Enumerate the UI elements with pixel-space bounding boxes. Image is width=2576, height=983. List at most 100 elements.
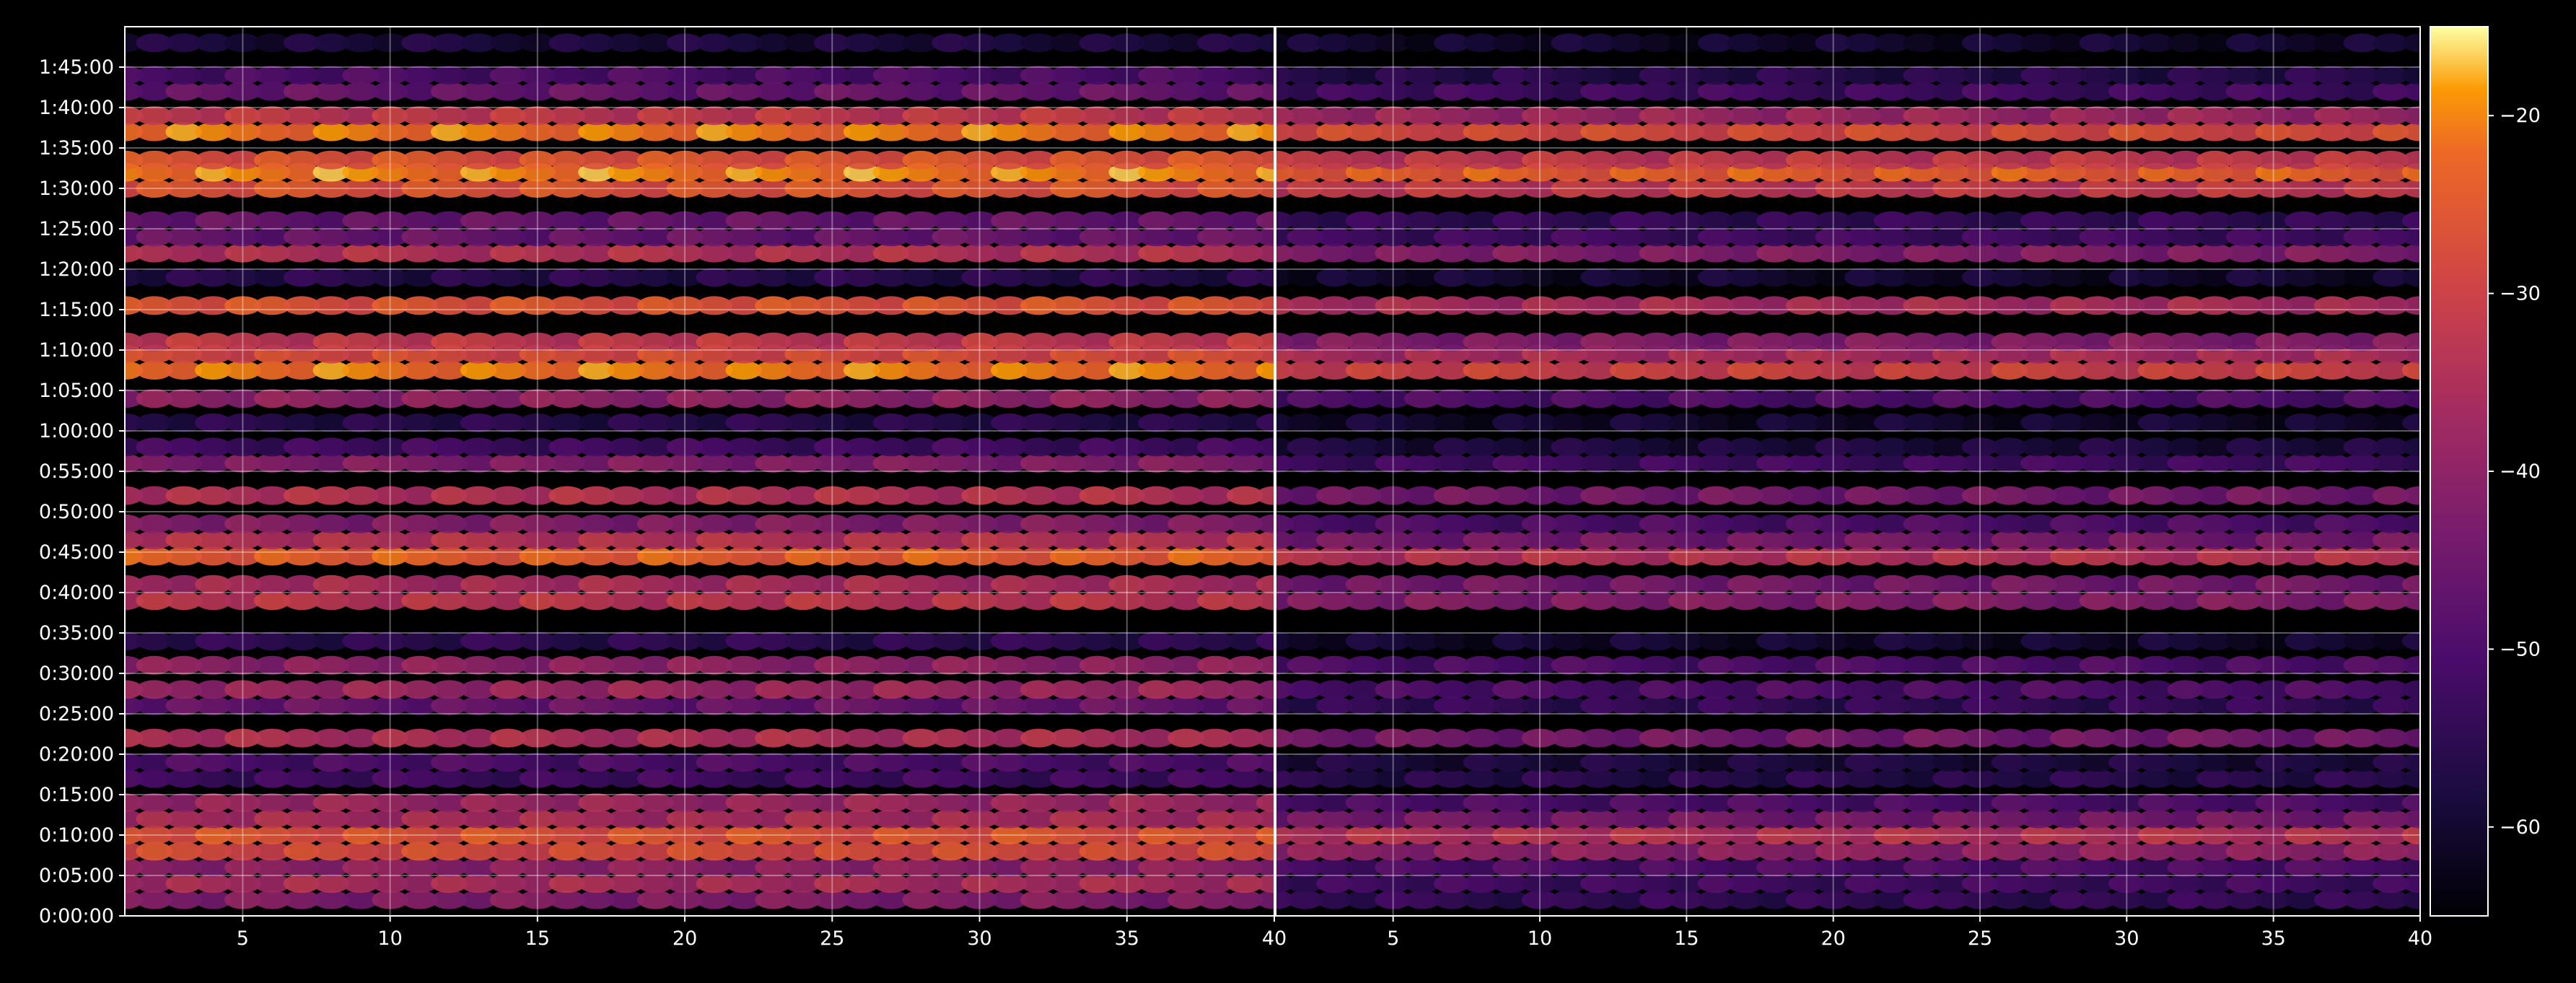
heatmap-cell [2020,574,2057,594]
heatmap-cell [2373,389,2409,409]
heatmap-cell [1815,632,1852,651]
heatmap-cell [2255,122,2292,141]
heatmap-cell [1873,696,1911,715]
heatmap-cell [165,150,202,170]
heatmap-cell [548,728,585,748]
heatmap-cell [283,857,320,877]
heatmap-cell [1316,389,1353,409]
heatmap-cell [1697,122,1735,141]
heatmap-cell [2049,82,2087,101]
heatmap-cell [312,591,350,611]
heatmap-cell [1580,753,1617,772]
heatmap-cell [636,655,674,675]
heatmap-cell [1226,150,1263,170]
heatmap-cell [1463,106,1499,126]
heatmap-cell [1463,591,1499,611]
heatmap-cell [1404,296,1441,315]
heatmap-cell [2020,514,2057,533]
heatmap-cell [2225,268,2263,287]
heatmap-cell [902,122,939,141]
heatmap-cell [784,842,821,861]
heatmap-cell [2137,857,2175,877]
heatmap-cell [1492,486,1529,505]
heatmap-cell [1815,106,1852,126]
heatmap-cell [548,696,585,715]
heatmap-cell [1961,413,1999,432]
heatmap-cell [2020,437,2057,457]
heatmap-cell [1226,122,1263,141]
heatmap-row [1276,728,2420,748]
heatmap-cell [2167,574,2204,594]
heatmap-cell [1903,150,1940,170]
heatmap-cell [755,389,792,409]
heatmap-cell [1256,632,1274,651]
heatmap-cell [1316,268,1353,287]
heatmap-cell [1049,574,1087,594]
heatmap-cell [1287,211,1323,230]
heatmap-cell [1049,857,1087,877]
heatmap-cell [165,546,202,566]
heatmap-cell [1020,696,1057,715]
heatmap-cell [1844,33,1881,53]
heatmap-cell [902,33,939,53]
heatmap-cell [1639,82,1675,101]
heatmap-cell [2079,769,2116,788]
heatmap-cell [165,753,202,772]
heatmap-cell [431,66,468,85]
heatmap-cell [1404,413,1441,432]
heatmap-cell [1108,179,1146,198]
heatmap-cell [1138,413,1175,432]
heatmap-cell [1049,227,1087,247]
heatmap-cell [460,437,497,457]
heatmap-cell [253,546,291,566]
heatmap-cell [872,332,910,351]
heatmap-cell [1345,82,1383,101]
heatmap-cell [608,809,644,829]
heatmap-cell [2401,296,2420,315]
heatmap-cell [696,486,733,505]
heatmap-cell [489,82,527,101]
heatmap-cell [136,486,173,505]
heatmap-cell [2137,389,2175,409]
heatmap-cell [1961,874,1999,894]
heatmap-cell [666,591,704,611]
heatmap-cell [1226,890,1263,909]
heatmap-cell [1287,769,1323,788]
heatmap-cell [2313,874,2351,894]
heatmap-cell [2373,769,2409,788]
heatmap-cell [2196,361,2233,380]
heatmap-cell [1138,33,1175,53]
heatmap-cell [1287,793,1323,813]
heatmap-cell [431,655,468,675]
heatmap-cell [1316,696,1353,715]
heatmap-cell [253,453,291,473]
heatmap-cell [636,680,674,699]
heatmap-cell [784,211,821,230]
heatmap-cell [401,826,438,844]
heatmap-cell [578,793,615,813]
heatmap-cell [1756,33,1793,53]
heatmap-cell [1138,826,1175,844]
heatmap-cell [725,332,763,351]
heatmap-cell [1521,890,1559,909]
heatmap-cell [195,268,232,287]
heatmap-cell [1551,574,1587,594]
heatmap-cell [224,890,261,909]
heatmap-cell [636,728,674,748]
heatmap-cell [814,106,851,126]
heatmap-cell [1404,243,1441,263]
heatmap-cell [636,530,674,550]
heatmap-cell [1138,857,1175,877]
heatmap-cell [1049,211,1087,230]
heatmap-cell [1492,33,1529,53]
heatmap-cell [1463,122,1499,141]
heatmap-cell [872,857,910,877]
heatmap-cell [755,453,792,473]
heatmap-cell [1756,514,1793,533]
y-tick-label: 0:10:00 [39,824,114,847]
heatmap-cell [1049,413,1087,432]
heatmap-cell [224,591,261,611]
x-tick-label: 10 [377,927,402,950]
heatmap-cell [519,591,556,611]
heatmap-cell [784,268,821,287]
